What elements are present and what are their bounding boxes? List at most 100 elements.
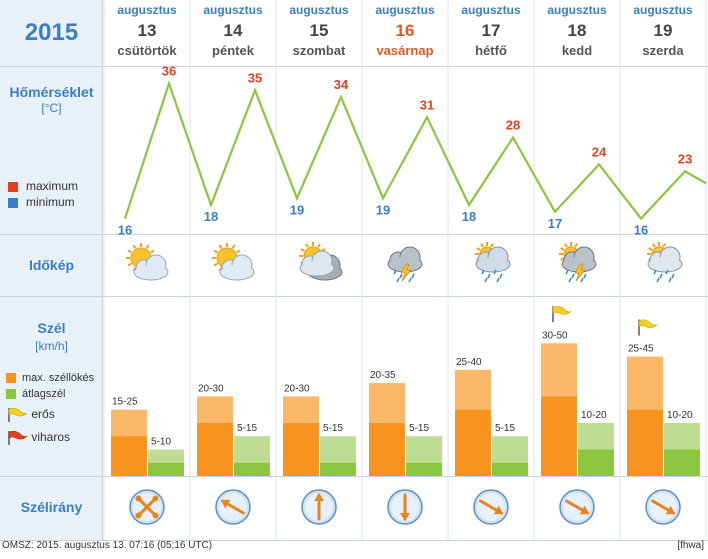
gust-range-bar [369,383,405,423]
gust-label: 25-40 [456,357,482,368]
wind-label-cell [0,297,103,476]
rain-drop [565,269,569,275]
avg-range-bar [234,436,270,463]
temp-min-label: 18 [462,209,476,224]
temp-min-label: 19 [376,202,390,217]
rain-drop [583,273,587,279]
year-cell [0,0,103,66]
rain-drop [408,277,412,283]
legend-strong: erős [6,407,55,423]
direction-arrow [565,499,590,515]
sun-ray [564,243,568,248]
legend-max-gust: max. széllökés [6,372,94,384]
sun-ray [132,244,137,249]
rain-drop [580,277,584,283]
sun-ray [317,243,321,248]
day-header: augusztus 13 csütörtök [117,3,177,58]
avg-label: 5-15 [323,423,343,434]
weather-icon-rain [475,242,511,283]
avg-label: 5-15 [495,423,515,434]
winddir-label-cell [0,477,103,540]
avg-range-bar [664,422,700,450]
cloud-fill [221,265,253,279]
avg-range-bar [492,436,528,463]
cloud [475,246,511,273]
temp-max-label: 34 [334,77,349,92]
sun-ray [652,243,656,248]
sun-ray [480,243,484,248]
gust-label: 30-50 [542,330,568,341]
sun-ray [213,249,218,254]
avg-label: 5-15 [409,423,429,434]
cloud [561,246,597,273]
sun-ray [560,247,565,251]
sun-ray [145,244,150,249]
sun-ray [213,262,218,267]
rain-drop [656,277,660,283]
arrow-head [400,513,410,521]
sun-ray [648,247,653,251]
flag-cloth [552,306,572,315]
sun-ray [490,243,494,248]
gust-base-bar [369,422,405,476]
temp-max-label: 35 [248,70,262,85]
legend-avg-wind: átlagszél [6,388,65,400]
avg-base-bar [406,462,442,476]
gust-base-bar [283,422,319,476]
avg-range-bar [148,449,184,463]
avg-range-bar [320,436,356,463]
flag-cloth [638,319,658,328]
sun-ray [305,243,309,248]
wind-direction-compass [473,489,509,525]
variable-wind-icon [135,495,159,519]
avg-base-bar [148,462,184,476]
weather-label-cell [0,235,103,296]
wind-unit: [km/h] [35,339,68,353]
cloud-fill [649,257,681,271]
direction-arrow [651,499,676,515]
arrow-head [314,493,324,501]
cloud-fill [477,257,509,271]
cloud [219,254,255,281]
footer-credit: [fhwa] [677,540,704,551]
sun-ray [218,244,223,249]
rain-drop [393,269,397,275]
temp-max-label: 28 [506,118,520,133]
day-header: augusztus 19 szerda [633,3,693,58]
gust-base-bar [541,396,577,476]
temp-max-label: 31 [420,97,434,112]
flag-red-icon [8,431,28,445]
temp-min-label: 16 [118,223,132,238]
year-label: 2015 [24,19,79,46]
gust-label: 20-30 [198,383,224,394]
avg-range-bar [578,422,614,450]
weather-icon-rain-sun [647,242,683,283]
avg-base-bar [578,449,614,476]
temp-max-label: 36 [162,64,176,79]
weather-icon-partly-cloudy [212,243,255,281]
temp-max-label: 24 [592,145,607,160]
sun-ray [231,244,236,249]
rain-drop [487,273,491,279]
gust-label: 20-35 [370,370,396,381]
gust-range-bar [627,356,663,410]
day-header: augusztus 15 szombat [289,3,349,58]
rain-drop [411,273,415,279]
temperature-unit: [°C] [41,101,62,115]
weather-label: Időkép [28,257,75,273]
rain-drop [665,269,669,275]
sun-ray [300,248,305,252]
arrow-head [220,499,231,509]
rain-drop [568,277,572,283]
arrow-tip [152,512,159,519]
wind-direction-compass [387,489,423,525]
arrow-head [579,505,590,515]
rain-drop [668,277,672,283]
forecast-svg: 16 36 18 35 19 34 19 31 18 28 17 24 16 23 15-25 5-10 20-… [103,0,707,540]
temp-max-label: 23 [678,151,692,166]
arrow-tip [135,495,142,502]
wind-direction-compass [645,489,681,525]
gust-range-bar [111,409,147,437]
sun-ray [236,249,241,254]
gust-base-bar [627,409,663,476]
